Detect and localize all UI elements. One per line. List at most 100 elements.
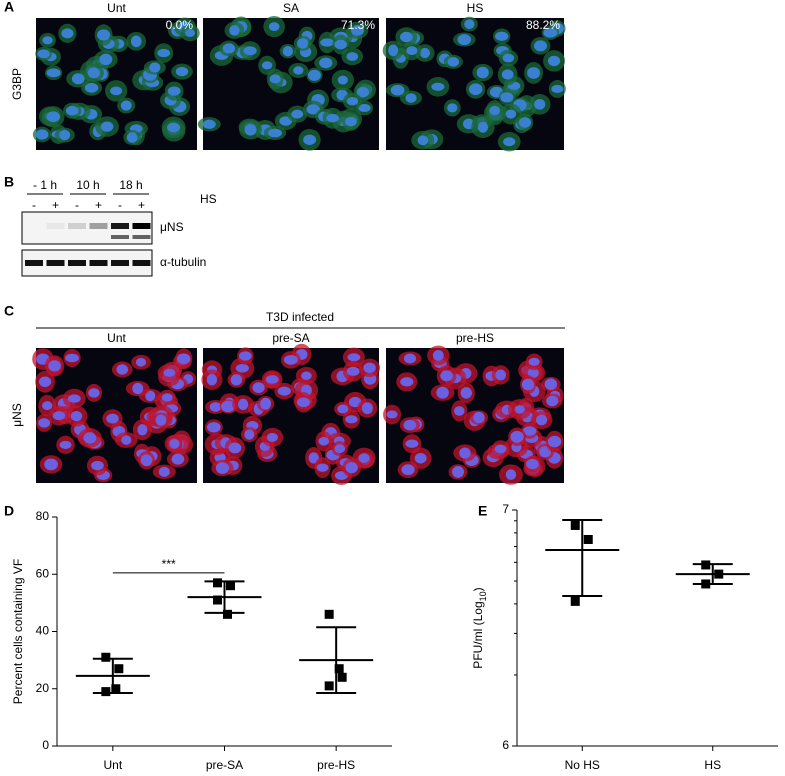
nucleus bbox=[460, 387, 472, 399]
nucleus bbox=[37, 49, 50, 59]
nucleus bbox=[269, 74, 281, 84]
x-tick-label: No HS bbox=[565, 758, 600, 772]
nucleus bbox=[70, 411, 83, 422]
y-tick-label: 60 bbox=[36, 566, 50, 580]
nucleus bbox=[417, 135, 429, 146]
nucleus bbox=[145, 390, 156, 402]
error-bar bbox=[92, 657, 133, 695]
percent-label: 88.2% bbox=[526, 18, 560, 32]
x-tick-label: Unt bbox=[103, 758, 122, 772]
timepoint-label: 10 h bbox=[76, 178, 99, 192]
column-label: pre-HS bbox=[456, 331, 494, 345]
nucleus bbox=[363, 362, 376, 374]
nucleus bbox=[158, 466, 170, 477]
nucleus bbox=[120, 100, 132, 111]
nucleus bbox=[358, 453, 370, 463]
nucleus bbox=[514, 405, 525, 414]
nucleus bbox=[436, 386, 449, 399]
nucleus bbox=[121, 435, 132, 445]
nucleus bbox=[277, 386, 291, 396]
nucleus bbox=[42, 401, 53, 411]
point bbox=[570, 520, 580, 530]
nucleus bbox=[346, 52, 359, 61]
nucleus bbox=[403, 353, 417, 364]
nucleus bbox=[401, 464, 415, 476]
nucleus bbox=[345, 462, 358, 474]
nucleus bbox=[293, 66, 304, 75]
nucleus bbox=[135, 357, 147, 367]
point bbox=[324, 609, 334, 619]
blot bbox=[21, 211, 153, 245]
panel-label: E bbox=[478, 503, 487, 519]
nucleus bbox=[533, 40, 548, 52]
nucleus bbox=[301, 371, 312, 380]
y-tick-label: 0 bbox=[42, 738, 49, 752]
blot bbox=[21, 249, 153, 277]
nucleus bbox=[546, 395, 559, 407]
nucleus bbox=[261, 61, 273, 70]
nucleus bbox=[346, 97, 359, 106]
nucleus bbox=[501, 69, 514, 80]
band bbox=[132, 260, 151, 266]
nucleus bbox=[65, 353, 80, 363]
band bbox=[68, 260, 86, 266]
nucleus bbox=[388, 44, 399, 57]
nucleus bbox=[209, 402, 222, 412]
nucleus bbox=[468, 83, 483, 96]
y-tick-label: 6 bbox=[502, 738, 509, 752]
nucleus bbox=[345, 415, 358, 424]
band-label: μNS bbox=[160, 220, 184, 234]
nucleus bbox=[457, 34, 472, 46]
nucleus bbox=[48, 360, 61, 372]
nucleus bbox=[406, 46, 418, 56]
nucleus bbox=[521, 378, 535, 391]
nucleus bbox=[185, 29, 196, 38]
point bbox=[570, 596, 580, 606]
nucleus bbox=[296, 38, 309, 49]
nucleus bbox=[337, 75, 348, 85]
nucleus bbox=[83, 432, 97, 444]
nucleus bbox=[266, 432, 278, 442]
y-axis-label-part: PFU/ml (Log bbox=[471, 601, 485, 668]
lane-label: - bbox=[32, 198, 36, 212]
band bbox=[132, 223, 151, 229]
nucleus bbox=[229, 25, 240, 36]
nucleus bbox=[522, 426, 537, 436]
nucleus bbox=[163, 368, 176, 377]
point bbox=[334, 664, 344, 674]
nucleus bbox=[318, 436, 330, 446]
nucleus bbox=[38, 376, 52, 388]
band bbox=[111, 235, 129, 239]
nucleus bbox=[252, 382, 265, 393]
nucleus bbox=[334, 444, 346, 454]
nucleus bbox=[320, 38, 334, 47]
nucleus bbox=[361, 402, 373, 415]
nucleus bbox=[303, 134, 317, 146]
nucleus bbox=[71, 73, 85, 85]
y-tick-label: 80 bbox=[36, 509, 50, 523]
band bbox=[68, 223, 86, 229]
annotation: *** bbox=[162, 557, 176, 571]
nucleus bbox=[97, 29, 111, 41]
nucleus bbox=[503, 137, 516, 147]
error-bar bbox=[316, 626, 357, 695]
nucleus bbox=[206, 422, 221, 433]
nucleus bbox=[543, 27, 558, 38]
point bbox=[223, 609, 232, 619]
nucleus bbox=[244, 429, 255, 440]
nucleus bbox=[130, 35, 142, 48]
band-label: α-tubulin bbox=[160, 255, 206, 269]
nucleus bbox=[405, 93, 417, 103]
nucleus bbox=[67, 394, 81, 403]
nucleus bbox=[526, 458, 539, 470]
nucleus bbox=[539, 446, 552, 458]
nucleus bbox=[447, 103, 458, 113]
lane-label: + bbox=[95, 198, 102, 212]
nucleus bbox=[518, 117, 532, 128]
nucleus bbox=[91, 460, 104, 471]
nucleus bbox=[61, 28, 74, 39]
nucleus bbox=[228, 442, 242, 454]
point bbox=[101, 687, 111, 697]
nucleus bbox=[171, 453, 185, 465]
lane-label: - bbox=[118, 198, 122, 212]
